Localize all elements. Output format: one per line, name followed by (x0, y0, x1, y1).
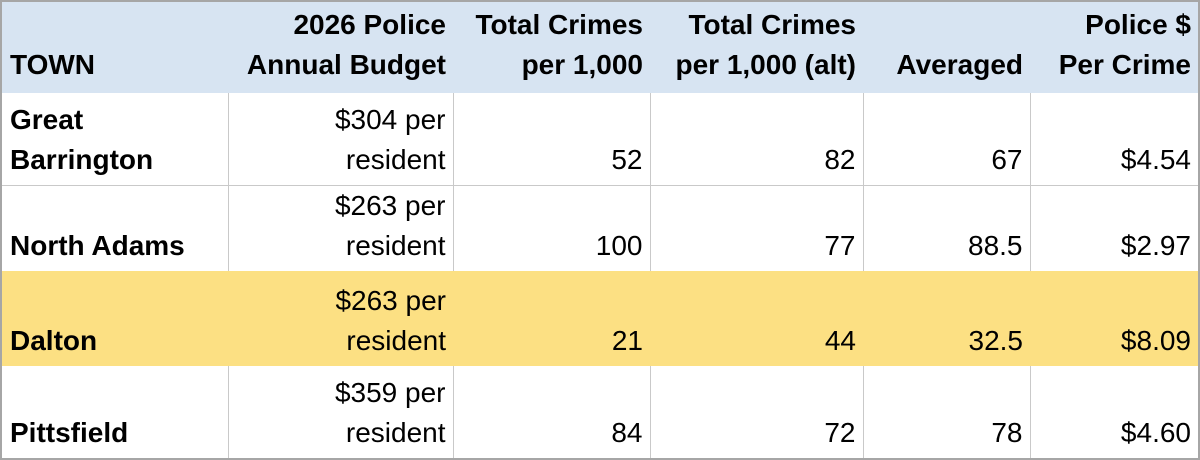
column-header-total-crimes-per-1000-alt[interactable]: Total Crimes per 1,000 (alt) (650, 2, 863, 93)
cell-crimes-alt[interactable]: 77 (649, 184, 864, 271)
cell-averaged[interactable]: 32.5 (863, 271, 1030, 366)
cell-averaged[interactable]: 78 (862, 366, 1031, 458)
column-header-police-dollars-per-crime[interactable]: Police $ Per Crime (1030, 2, 1198, 93)
table-row-pittsfield: Pittsfield $359 per resident 84 72 78 $4… (2, 366, 1198, 458)
column-header-averaged[interactable]: Averaged (863, 2, 1030, 93)
cell-per-crime[interactable]: $8.09 (1030, 271, 1198, 366)
column-header-total-crimes-per-1000[interactable]: Total Crimes per 1,000 (453, 2, 650, 93)
cell-crimes[interactable]: 21 (453, 271, 650, 366)
table-row-great-barrington: Great Barrington $304 per resident 52 82… (2, 93, 1198, 186)
cell-per-crime[interactable]: $4.54 (1029, 93, 1198, 186)
cell-averaged[interactable]: 67 (862, 93, 1031, 186)
cell-crimes-alt[interactable]: 82 (649, 93, 864, 186)
column-header-annual-budget[interactable]: 2026 Police Annual Budget (228, 2, 453, 93)
cell-budget[interactable]: $304 per resident (227, 93, 454, 186)
cell-crimes[interactable]: 84 (452, 366, 651, 458)
cell-town[interactable]: Great Barrington (2, 93, 229, 186)
cell-crimes[interactable]: 52 (452, 93, 651, 186)
header-row: TOWN 2026 Police Annual Budget Total Cri… (2, 2, 1198, 93)
cell-budget[interactable]: $359 per resident (227, 366, 454, 458)
column-header-town[interactable]: TOWN (2, 2, 228, 93)
cell-budget[interactable]: $263 per resident (228, 271, 453, 366)
cell-per-crime[interactable]: $4.60 (1029, 366, 1198, 458)
cell-crimes[interactable]: 100 (452, 184, 651, 271)
cell-crimes-alt[interactable]: 72 (649, 366, 864, 458)
table-row-dalton-highlighted: Dalton $263 per resident 21 44 32.5 $8.0… (2, 271, 1198, 366)
cell-town[interactable]: Pittsfield (2, 366, 229, 458)
cell-budget[interactable]: $263 per resident (227, 184, 454, 271)
cell-town[interactable]: Dalton (2, 271, 228, 366)
cell-per-crime[interactable]: $2.97 (1029, 184, 1198, 271)
cell-town[interactable]: North Adams (2, 184, 229, 271)
table-row-north-adams: North Adams $263 per resident 100 77 88.… (2, 184, 1198, 271)
cell-averaged[interactable]: 88.5 (862, 184, 1031, 271)
cell-crimes-alt[interactable]: 44 (650, 271, 863, 366)
